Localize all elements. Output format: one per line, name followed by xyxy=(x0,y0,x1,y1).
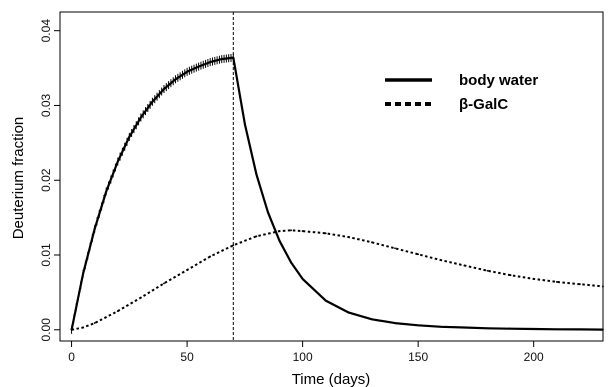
beta-galc-point xyxy=(371,241,373,244)
beta-galc-point xyxy=(555,281,558,283)
beta-galc-point xyxy=(417,253,420,256)
body-water-point xyxy=(440,325,443,328)
body-water-point xyxy=(301,278,304,280)
beta-galc-point xyxy=(163,282,165,285)
beta-galc-point xyxy=(602,285,604,288)
beta-galc-point xyxy=(509,274,512,277)
beta-galc-point xyxy=(301,230,304,232)
beta-galc-point xyxy=(324,232,327,235)
x-tick-label: 150 xyxy=(408,350,428,364)
body-water-point xyxy=(486,327,489,330)
body-water-point xyxy=(290,261,292,264)
y-tick-label: 0.01 xyxy=(39,243,53,267)
beta-galc-point xyxy=(232,244,235,247)
body-water-point xyxy=(578,328,581,331)
body-water-point xyxy=(347,311,350,314)
beta-galc-point xyxy=(440,259,443,262)
y-tick-label: 0.00 xyxy=(39,318,53,342)
legend-label-body-water: body water xyxy=(459,72,538,89)
beta-galc-point xyxy=(532,278,535,280)
beta-galc-point xyxy=(394,247,396,250)
body-water-point xyxy=(267,211,269,214)
beta-galc-point xyxy=(93,322,96,324)
y-axis-title: Deuterium fraction xyxy=(10,117,27,240)
x-tick-label: 50 xyxy=(180,350,194,364)
body-water-point xyxy=(463,326,466,329)
body-water-point xyxy=(509,327,512,330)
beta-galc-line xyxy=(71,229,604,331)
beta-galc-point xyxy=(578,283,581,286)
body-water-point xyxy=(394,322,396,324)
x-axis-title: Time (days) xyxy=(292,371,371,387)
body-water-point xyxy=(417,324,420,327)
beta-galc-point xyxy=(486,269,489,272)
body-water-point xyxy=(243,123,246,126)
beta-galc-point xyxy=(278,230,281,232)
beta-galc-point xyxy=(139,296,142,299)
beta-galc-point xyxy=(463,264,466,267)
beta-galc-point xyxy=(116,310,119,312)
beta-galc-point xyxy=(209,255,212,258)
y-tick-label: 0.02 xyxy=(39,168,53,192)
body-water-point xyxy=(278,239,281,242)
body-water-point xyxy=(532,328,535,330)
plot-area: 0 50 100 150 200 0.00 0.01 0.02 0.03 0.04 body wat… xyxy=(39,11,604,364)
beta-galc-point xyxy=(255,235,258,238)
beta-galc-point xyxy=(290,229,292,232)
body-water-point xyxy=(255,173,258,176)
x-tick-label: 0 xyxy=(68,350,75,364)
body-water-point xyxy=(555,328,558,331)
beta-galc-point xyxy=(347,236,350,238)
x-tick-label: 200 xyxy=(524,350,544,364)
beta-galc-point xyxy=(186,269,188,271)
beta-galc-point xyxy=(82,326,85,329)
y-tick-label: 0.04 xyxy=(39,19,53,43)
plot-frame xyxy=(59,11,604,342)
body-water-point xyxy=(602,328,604,331)
body-water-point xyxy=(371,318,373,321)
x-tick-label: 100 xyxy=(293,350,313,364)
y-tick-label: 0.03 xyxy=(39,93,53,117)
body-water-point xyxy=(324,299,327,302)
legend-label-beta-galc: β-GalC xyxy=(459,96,508,113)
body-water-line xyxy=(70,56,604,331)
